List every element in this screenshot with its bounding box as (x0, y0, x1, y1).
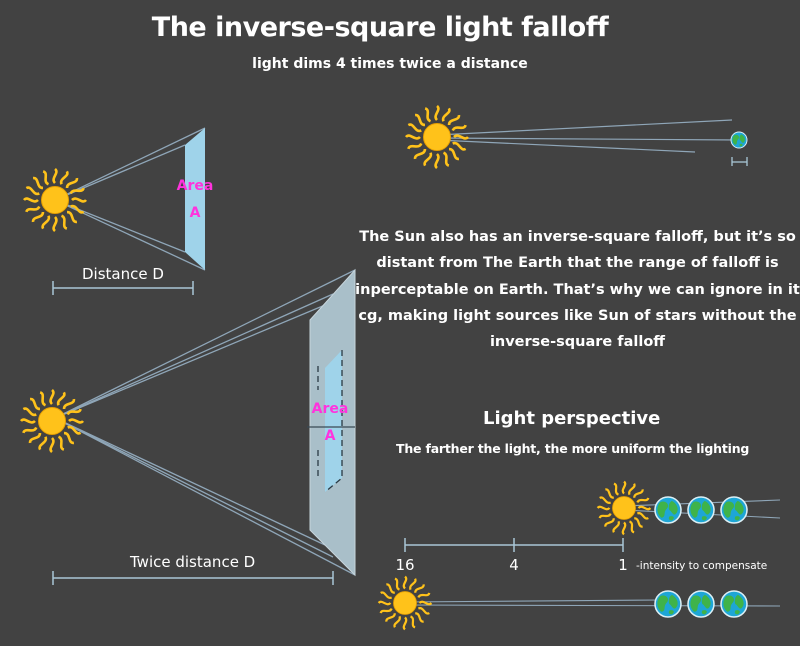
earth-size-bracket (731, 157, 748, 166)
distance-label: Distance D (82, 265, 164, 283)
page-subtitle: light dims 4 times twice a distance (252, 56, 528, 72)
scale-label: 4 (509, 556, 519, 574)
light-ray (54, 293, 334, 419)
earth-icon (687, 496, 715, 524)
area-letter: A (324, 428, 336, 444)
scale-label: 1 (618, 556, 628, 574)
sun-icon (598, 482, 651, 535)
light-ray (54, 417, 334, 558)
intensity-scale (404, 538, 624, 552)
light-ray (436, 119, 733, 136)
earth-icon (720, 496, 748, 524)
compensate-note: -intensity to compensate (636, 560, 768, 572)
earth-icon (687, 590, 715, 618)
sun-explanation-text: The Sun also has an inverse-square fallo… (355, 229, 800, 351)
light-ray (404, 604, 781, 607)
light-ray (436, 139, 696, 153)
distance-bracket (52, 281, 194, 295)
earth-icon (654, 590, 682, 618)
area-plane (325, 350, 342, 492)
area-outline-dashed (324, 350, 343, 493)
earth-icon (720, 590, 748, 618)
near-panel (24, 127, 206, 295)
sun-icon (24, 169, 86, 231)
area-label: Area (311, 401, 349, 417)
light-ray (404, 599, 661, 603)
sun-icon (21, 390, 83, 452)
area-plane (185, 128, 205, 270)
distance-bracket (52, 571, 334, 585)
light-ray (54, 269, 356, 419)
light-ray (436, 137, 741, 141)
scale-label: 16 (395, 556, 415, 574)
page-title: The inverse-square light falloff (151, 12, 609, 43)
earth-icon (730, 131, 748, 149)
light-ray (54, 304, 326, 419)
perspective-title: Light perspective (483, 408, 661, 429)
perspective-subtitle: The farther the light, the more uniform … (396, 441, 750, 456)
perspective-diagram (379, 482, 781, 630)
sun-earth-diagram (406, 106, 748, 168)
light-ray (54, 417, 356, 576)
sun-icon (406, 106, 468, 168)
area-letter: A (189, 205, 201, 221)
sun-icon (379, 577, 432, 630)
area-label: Area (176, 178, 214, 194)
far-panel (21, 268, 356, 585)
light-ray (54, 417, 326, 546)
light-ray (54, 127, 206, 201)
earth-icon (654, 496, 682, 524)
twice-distance-label: Twice distance D (130, 553, 256, 571)
